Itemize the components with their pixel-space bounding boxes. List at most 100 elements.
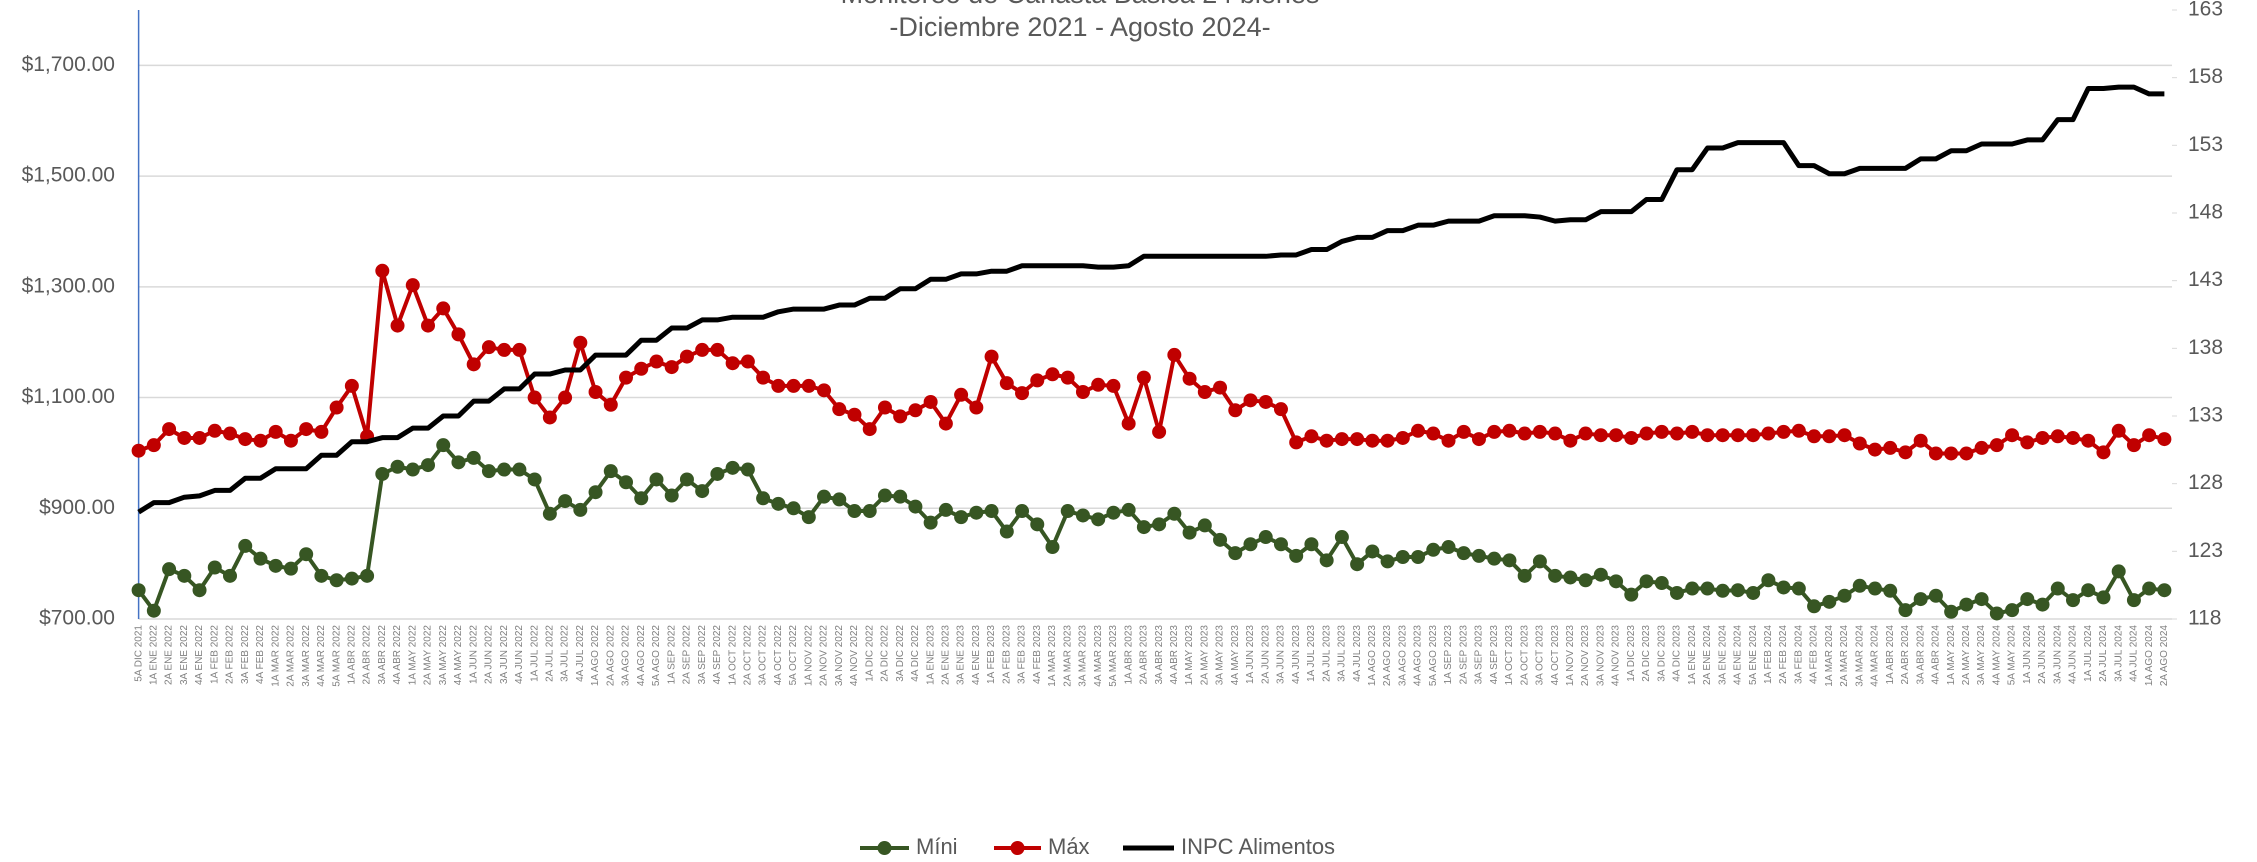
x-tick-label: 1A SEP 2023 bbox=[1443, 625, 1454, 685]
data-point bbox=[832, 402, 847, 417]
x-tick-label: 1A DIC 2022 bbox=[864, 625, 875, 682]
data-point bbox=[436, 301, 451, 316]
x-tick-label: 4A JUN 2023 bbox=[1291, 625, 1302, 684]
data-point bbox=[1152, 517, 1167, 532]
data-point bbox=[1776, 424, 1791, 439]
data-point bbox=[1807, 429, 1822, 444]
data-point bbox=[862, 504, 877, 519]
y-tick-label: $900.00 bbox=[39, 496, 115, 519]
data-point bbox=[451, 455, 466, 470]
data-point bbox=[679, 472, 694, 487]
legend-marker bbox=[877, 841, 892, 855]
data-point bbox=[801, 378, 816, 393]
data-point bbox=[1106, 378, 1121, 393]
data-point bbox=[619, 370, 634, 385]
data-point bbox=[558, 390, 573, 405]
data-point bbox=[1959, 597, 1974, 612]
data-point bbox=[2157, 432, 2172, 447]
data-point bbox=[207, 423, 222, 438]
data-point bbox=[1304, 429, 1319, 444]
data-point bbox=[253, 551, 268, 566]
data-point bbox=[177, 430, 192, 445]
x-tick-label: 3A JUL 2024 bbox=[2113, 625, 2124, 682]
data-point bbox=[1106, 505, 1121, 520]
data-point bbox=[329, 573, 344, 588]
data-point bbox=[2096, 590, 2111, 605]
x-tick-label: 2A NOV 2022 bbox=[819, 625, 830, 687]
x-tick-label: 3A DIC 2023 bbox=[1656, 625, 1667, 682]
data-point bbox=[1654, 424, 1669, 439]
data-point bbox=[1639, 574, 1654, 589]
data-point bbox=[497, 462, 512, 477]
x-tick-label: 3A SEP 2023 bbox=[1474, 625, 1485, 685]
x-tick-label: 2A DIC 2022 bbox=[880, 625, 891, 682]
data-point bbox=[1852, 436, 1867, 451]
data-point bbox=[2081, 433, 2096, 448]
data-point bbox=[1121, 416, 1136, 431]
data-point bbox=[573, 502, 588, 517]
x-tick-label: 2A MAR 2023 bbox=[1062, 625, 1073, 687]
x-tick-label: 4A SEP 2023 bbox=[1489, 625, 1500, 685]
x-tick-label: 3A FEB 2022 bbox=[240, 625, 251, 684]
data-point bbox=[801, 510, 816, 525]
data-point bbox=[1045, 540, 1060, 555]
x-tick-label: 4A MAY 2022 bbox=[453, 625, 464, 686]
data-point bbox=[938, 416, 953, 431]
x-tick-label: 2A JUN 2022 bbox=[484, 625, 495, 684]
data-point bbox=[2065, 593, 2080, 608]
x-tick-label: 2A ABR 2022 bbox=[362, 625, 373, 685]
x-tick-label: 1A JUL 2024 bbox=[2083, 625, 2094, 682]
data-point bbox=[1182, 525, 1197, 540]
x-tick-label: 4A ABR 2024 bbox=[1931, 625, 1942, 685]
data-point bbox=[1487, 424, 1502, 439]
data-point bbox=[1974, 592, 1989, 607]
data-point bbox=[1791, 581, 1806, 596]
x-tick-label: 2A OCT 2022 bbox=[743, 625, 754, 686]
data-point bbox=[1700, 428, 1715, 443]
data-point bbox=[740, 354, 755, 369]
data-point bbox=[466, 450, 481, 465]
data-point bbox=[1380, 433, 1395, 448]
data-point bbox=[1350, 557, 1365, 572]
data-point bbox=[984, 349, 999, 364]
data-point bbox=[268, 424, 283, 439]
x-tick-label: 3A MAR 2024 bbox=[1854, 625, 1865, 687]
data-point bbox=[207, 560, 222, 575]
data-point bbox=[1060, 370, 1075, 385]
data-point bbox=[1091, 377, 1106, 392]
data-point bbox=[923, 394, 938, 409]
x-tick-label: 1A SEP 2022 bbox=[666, 625, 677, 685]
x-tick-label: 1A NOV 2023 bbox=[1565, 625, 1576, 687]
data-point bbox=[603, 464, 618, 479]
data-point bbox=[1167, 506, 1182, 521]
chart-subtitle: -Diciembre 2021 - Agosto 2024- bbox=[889, 12, 1270, 42]
data-point bbox=[1319, 433, 1334, 448]
x-tick-label: 4A MAR 2024 bbox=[1870, 625, 1881, 687]
data-point bbox=[1761, 573, 1776, 588]
y2-tick-label: 153 bbox=[2188, 133, 2223, 156]
x-tick-label: 4A FEB 2023 bbox=[1032, 625, 1043, 684]
x-tick-label: 4A ENE 2023 bbox=[971, 625, 982, 685]
x-tick-label: 2A FEB 2024 bbox=[1778, 625, 1789, 684]
data-point bbox=[634, 361, 649, 376]
x-tick-label: 4A MAY 2023 bbox=[1230, 625, 1241, 686]
x-tick-label: 3A JUN 2022 bbox=[499, 625, 510, 684]
x-tick-label: 2A MAR 2024 bbox=[1839, 625, 1850, 687]
data-point bbox=[664, 360, 679, 375]
x-tick-label: 3A JUN 2023 bbox=[1276, 625, 1287, 684]
x-tick-label: 4A JUN 2024 bbox=[2068, 625, 2079, 684]
data-point bbox=[938, 502, 953, 517]
data-point bbox=[146, 438, 161, 453]
x-tick-label: 2A ENE 2023 bbox=[941, 625, 952, 685]
data-point bbox=[1426, 426, 1441, 441]
data-point bbox=[1989, 606, 2004, 621]
data-point bbox=[710, 342, 725, 357]
data-point bbox=[786, 378, 801, 393]
data-point bbox=[1593, 567, 1608, 582]
y-tick-label: $1,300.00 bbox=[22, 274, 115, 297]
data-point bbox=[877, 488, 892, 503]
x-tick-label: 2A MAY 2023 bbox=[1199, 625, 1210, 686]
data-point bbox=[1304, 537, 1319, 552]
x-tick-label: 2A SEP 2022 bbox=[682, 625, 693, 685]
